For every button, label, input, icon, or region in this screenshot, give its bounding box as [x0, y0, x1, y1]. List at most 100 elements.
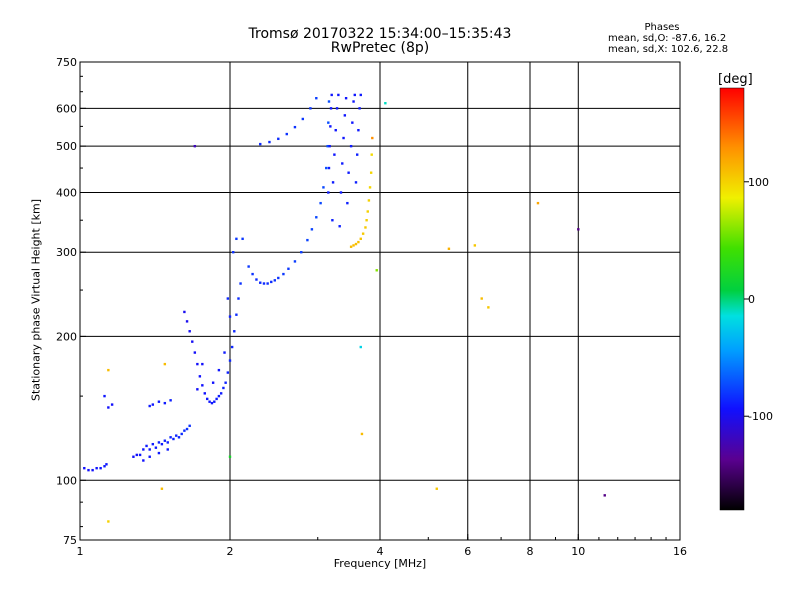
data-point — [223, 351, 226, 354]
data-point — [226, 371, 230, 374]
data-point — [188, 330, 191, 333]
data-point — [157, 451, 161, 455]
data-point — [213, 400, 216, 403]
data-point — [148, 404, 151, 408]
data-point — [201, 384, 204, 387]
data-point — [343, 114, 347, 117]
data-point — [361, 232, 365, 235]
x-tick-label: 8 — [527, 545, 534, 558]
data-point — [226, 297, 230, 300]
data-point — [135, 453, 138, 457]
data-point — [354, 181, 358, 184]
data-point — [172, 437, 175, 441]
data-point — [166, 448, 169, 451]
data-point — [327, 166, 331, 170]
data-point — [228, 315, 232, 318]
data-point — [91, 468, 94, 472]
data-point — [163, 401, 167, 405]
data-point — [83, 466, 86, 470]
data-point — [309, 107, 312, 110]
y-tick-label: 750 — [56, 56, 77, 69]
data-point — [360, 432, 364, 436]
data-point — [352, 244, 355, 247]
data-point — [201, 362, 204, 366]
data-point — [351, 121, 354, 124]
data-point — [327, 100, 331, 103]
x-tick-label: 6 — [464, 545, 471, 558]
data-point — [183, 310, 186, 314]
y-tick-label: 600 — [56, 102, 77, 115]
data-point — [347, 171, 350, 174]
data-point — [355, 153, 359, 156]
phase-box: Phases mean, sd,O: -87.6, 16.2 mean, sd,… — [592, 22, 800, 55]
data-point — [334, 128, 337, 132]
data-point — [354, 242, 358, 246]
data-point — [310, 228, 314, 231]
data-point — [277, 137, 280, 141]
data-point — [205, 397, 209, 401]
data-point — [375, 269, 378, 272]
data-point — [196, 362, 199, 366]
data-point — [346, 201, 349, 205]
data-point — [319, 201, 322, 205]
data-point — [325, 166, 328, 170]
data-point — [237, 297, 240, 300]
data-point — [222, 386, 225, 390]
data-point — [352, 100, 355, 103]
colorbar-ticks: 100 0 -100 — [744, 176, 773, 423]
x-tick-label: 16 — [673, 545, 687, 558]
data-point — [603, 494, 606, 497]
data-point — [169, 399, 172, 402]
data-point — [367, 199, 371, 202]
data-points — [83, 93, 606, 523]
data-point — [247, 265, 250, 268]
data-point — [107, 520, 110, 523]
data-point — [157, 400, 161, 403]
data-point — [331, 181, 335, 184]
data-point — [293, 125, 297, 129]
data-point — [169, 436, 172, 439]
data-point — [175, 434, 178, 437]
data-point — [487, 306, 490, 309]
data-point — [327, 191, 330, 194]
data-point — [107, 406, 110, 409]
data-point — [342, 136, 345, 140]
data-point — [300, 251, 303, 254]
data-point — [369, 171, 373, 174]
x-tick-label: 2 — [227, 545, 234, 558]
data-point — [327, 121, 330, 124]
grid — [80, 62, 680, 540]
data-point — [364, 226, 367, 229]
colorbar-tick-label: -100 — [748, 410, 773, 423]
data-point — [188, 424, 191, 428]
data-point — [277, 276, 280, 280]
data-point — [230, 345, 234, 349]
data-point — [301, 117, 305, 121]
phase-line-o: mean, sd,O: -87.6, 16.2 — [608, 33, 727, 44]
data-point — [259, 281, 262, 284]
chart-title-line1: Tromsø 20170322 15:34:00–15:35:43 — [248, 26, 512, 42]
data-point — [366, 210, 369, 213]
data-point — [326, 144, 329, 148]
data-point — [365, 219, 368, 222]
data-point — [145, 444, 148, 448]
data-point — [105, 463, 108, 466]
data-point — [344, 96, 348, 100]
data-point — [339, 191, 343, 194]
data-point — [338, 225, 341, 228]
data-point — [203, 392, 206, 395]
data-point — [368, 186, 372, 189]
colorbar — [719, 87, 745, 511]
data-point — [273, 279, 276, 282]
data-point — [262, 282, 266, 285]
data-point — [306, 238, 309, 242]
data-point — [110, 403, 114, 406]
data-point — [208, 400, 211, 403]
data-point — [142, 459, 145, 462]
x-tick-label: 1 — [77, 545, 84, 558]
data-point — [270, 280, 273, 284]
data-point — [103, 394, 106, 398]
data-point — [435, 487, 438, 490]
data-point — [337, 93, 340, 97]
